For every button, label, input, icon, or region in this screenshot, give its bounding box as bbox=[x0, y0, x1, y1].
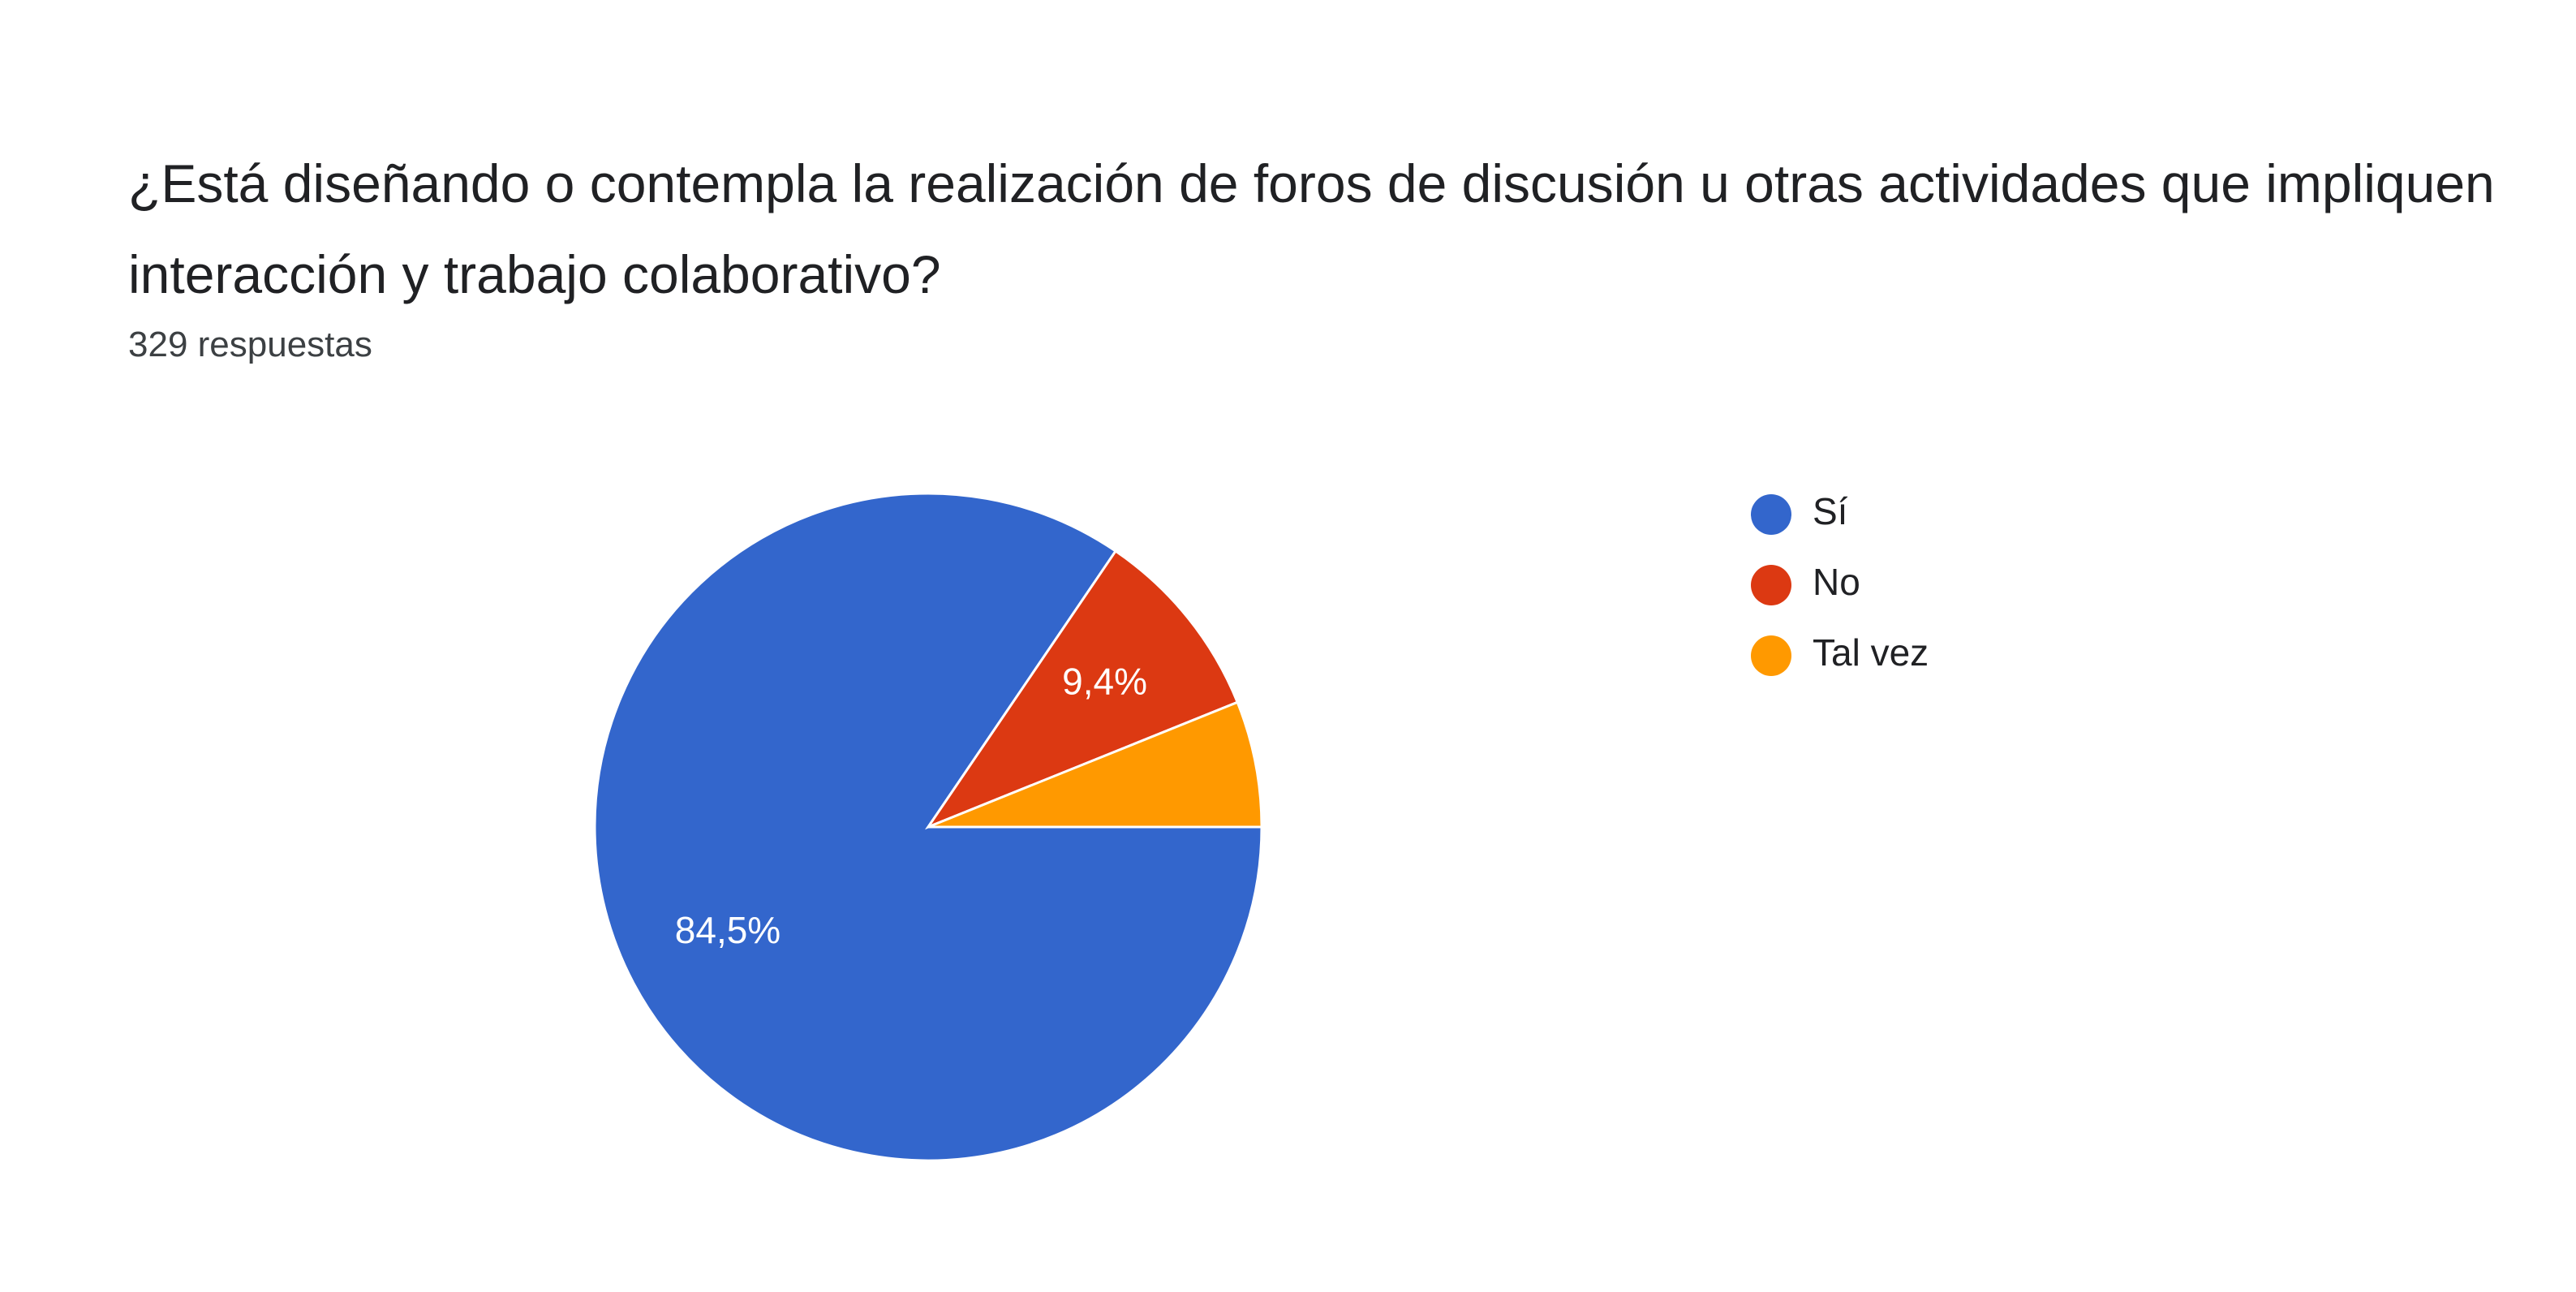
chart-title: ¿Está diseñando o contempla la realizaci… bbox=[128, 153, 2495, 304]
legend-label: Tal vez bbox=[1813, 631, 1929, 674]
legend-label: No bbox=[1813, 561, 1860, 603]
legend-swatch bbox=[1751, 494, 1791, 535]
chart-subtitle: 329 respuestas bbox=[128, 325, 372, 364]
legend-swatch bbox=[1751, 565, 1791, 605]
slice-label: 9,4% bbox=[1062, 661, 1147, 703]
pie-slice bbox=[924, 549, 1240, 830]
legend-swatch bbox=[1751, 635, 1791, 676]
pie-slice bbox=[927, 700, 1263, 829]
legend-label: Sí bbox=[1813, 490, 1848, 532]
slice-label: 84,5% bbox=[675, 909, 781, 951]
